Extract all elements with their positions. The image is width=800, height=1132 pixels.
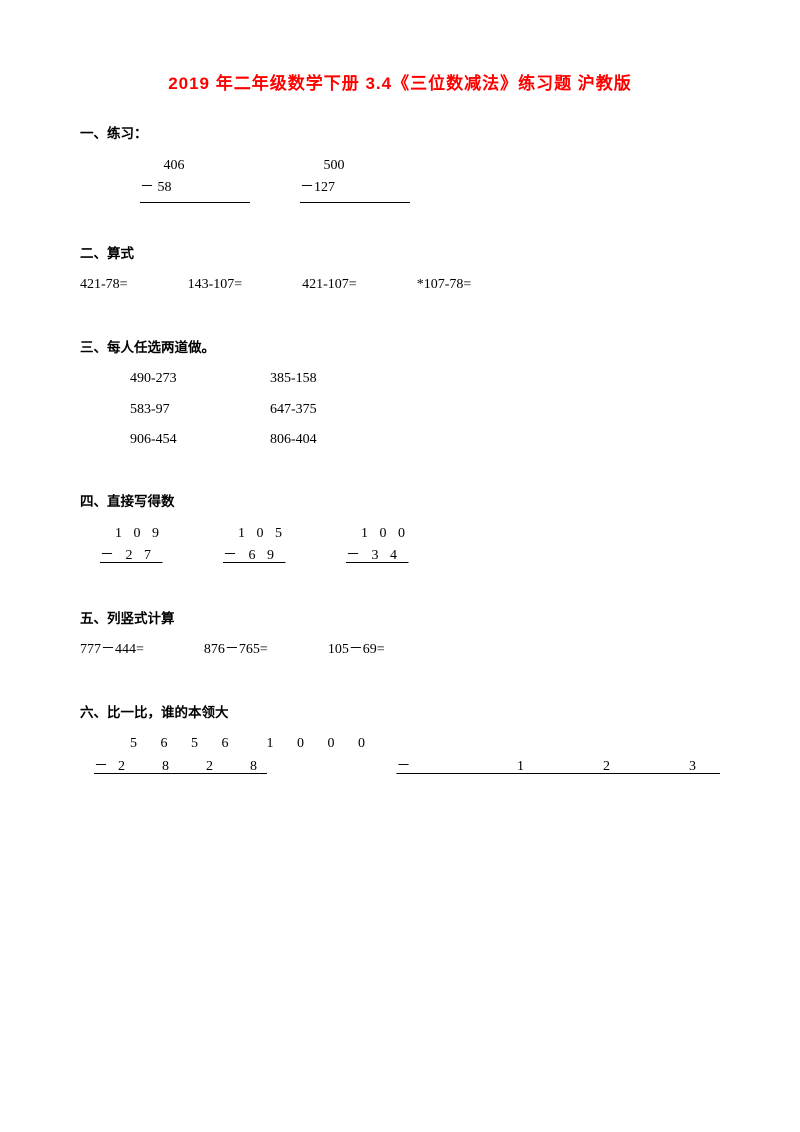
sec3-r3a: 906-454 <box>130 429 210 451</box>
sec2-d: *107-78= <box>417 274 472 296</box>
sec1-problem-1: 406 － 58 <box>140 155 250 203</box>
sec5-heading: 五、列竖式计算 <box>80 608 720 630</box>
sec6-p1: 5 6 5 6 1 0 0 0 －2 8 2 8 <box>80 733 375 778</box>
sec4-p3-top: 1 0 0 <box>346 523 409 545</box>
sec4-heading: 四、直接写得数 <box>80 491 720 513</box>
sec3-r1b: 385-158 <box>270 368 350 390</box>
sec1-p1-rule <box>140 202 250 203</box>
sec4-p1-bottom: － 2 7 <box>100 545 163 567</box>
sec6-p1-bottom: －2 8 2 8 <box>80 756 375 778</box>
sec4-p1-top: 1 0 9 <box>100 523 163 545</box>
sec3-r3b: 806-404 <box>270 429 350 451</box>
sec2-a: 421-78= <box>80 274 128 296</box>
sec4-p2-top: 1 0 5 <box>223 523 286 545</box>
sec4-p2-bottom: － 6 9 <box>223 545 286 567</box>
sec4-p3-bottom: － 3 4 <box>346 545 409 567</box>
sec5-a: 777－444= <box>80 639 144 661</box>
sec1-p2-top: 500 <box>300 155 410 177</box>
sec1-heading: 一、练习： <box>80 123 720 145</box>
section-5: 五、列竖式计算 777－444= 876－765= 105－69= <box>80 608 720 662</box>
section-4: 四、直接写得数 1 0 9 － 2 7 1 0 5 － 6 9 1 0 0 － … <box>80 491 720 567</box>
sec5-c: 105－69= <box>328 639 385 661</box>
sec6-right: － 1 2 3 <box>397 733 721 778</box>
sec2-b: 143-107= <box>188 274 243 296</box>
sec3-heading: 三、每人任选两道做。 <box>80 337 720 359</box>
sec2-heading: 二、算式 <box>80 243 720 265</box>
sec3-r1a: 490-273 <box>130 368 210 390</box>
sec1-p1-top: 406 <box>140 155 250 177</box>
page-title: 2019 年二年级数学下册 3.4《三位数减法》练习题 沪教版 <box>80 70 720 97</box>
sec4-p2: 1 0 5 － 6 9 <box>223 523 286 568</box>
sec1-p1-bottom: － 58 <box>140 177 250 199</box>
sec4-p3: 1 0 0 － 3 4 <box>346 523 409 568</box>
sec2-c: 421-107= <box>302 274 357 296</box>
sec6-heading: 六、比一比，谁的本领大 <box>80 702 720 724</box>
section-3: 三、每人任选两道做。 490-273 385-158 583-97 647-37… <box>80 337 720 452</box>
section-2: 二、算式 421-78= 143-107= 421-107= *107-78= <box>80 243 720 297</box>
sec1-p2-rule <box>300 202 410 203</box>
sec1-p2-bottom: －127 <box>300 177 410 199</box>
sec3-r2a: 583-97 <box>130 399 210 421</box>
sec6-p1-top: 5 6 5 6 1 0 0 0 <box>80 733 375 755</box>
sec4-p1: 1 0 9 － 2 7 <box>100 523 163 568</box>
section-1: 一、练习： 406 － 58 500 －127 <box>80 123 720 202</box>
sec3-r2b: 647-375 <box>270 399 350 421</box>
sec1-problem-2: 500 －127 <box>300 155 410 203</box>
section-6: 六、比一比，谁的本领大 5 6 5 6 1 0 0 0 －2 8 2 8 － 1… <box>80 702 720 778</box>
sec6-right-bottom: － 1 2 3 <box>397 756 721 778</box>
sec5-b: 876－765= <box>204 639 268 661</box>
